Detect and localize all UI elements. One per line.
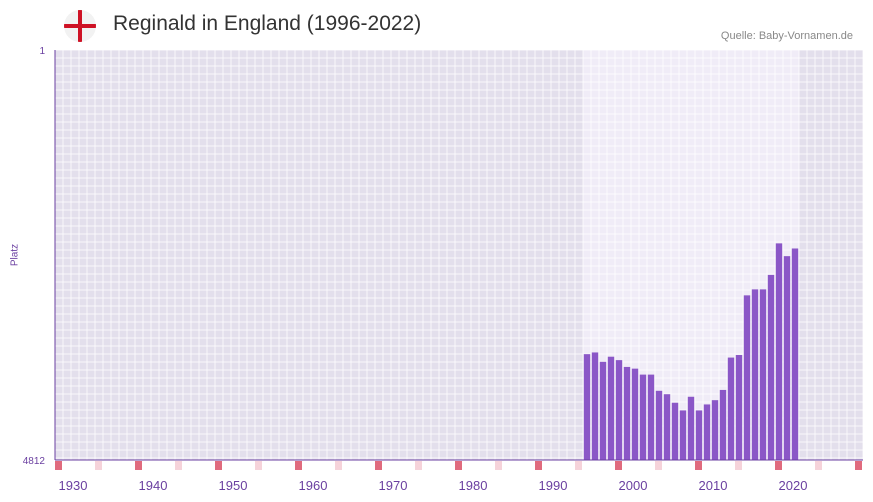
bar-2008 (695, 410, 703, 460)
half-decade-marker (495, 461, 502, 470)
bar-2017 (767, 274, 775, 460)
half-decade-marker (95, 461, 102, 470)
decade-marker (55, 461, 62, 470)
decade-marker (855, 461, 862, 470)
bar-2002 (647, 374, 655, 460)
x-tick-label: 1940 (139, 478, 168, 493)
bar-2016 (759, 289, 767, 460)
bar-1995 (591, 352, 599, 460)
bar-2018 (775, 243, 783, 460)
decade-marker (615, 461, 622, 470)
chart-header: Reginald in England (1996-2022) Quelle: … (0, 0, 873, 50)
x-tick-label: 1980 (459, 478, 488, 493)
bar-1999 (623, 366, 631, 460)
bar-2011 (719, 389, 727, 460)
x-tick-label: 2000 (619, 478, 648, 493)
decade-marker (215, 461, 222, 470)
bar-2009 (703, 404, 711, 460)
decade-marker (295, 461, 302, 470)
decade-marker (695, 461, 702, 470)
bar-1997 (607, 356, 615, 460)
y-tick-label: 1 (39, 46, 45, 57)
bar-1996 (599, 361, 607, 460)
bar-2013 (735, 355, 743, 460)
bar-2000 (631, 368, 639, 460)
bar-2020 (791, 248, 799, 460)
bar-2004 (663, 394, 671, 460)
source-label: Quelle: Baby-Vornamen.de (720, 30, 853, 42)
x-tick-label: 2010 (699, 478, 728, 493)
half-decade-marker (255, 461, 262, 470)
bar-2005 (671, 402, 679, 460)
x-tick-label: 1930 (59, 478, 88, 493)
bar-2006 (679, 410, 687, 460)
bar-1998 (615, 360, 623, 460)
x-tick-label: 1960 (299, 478, 328, 493)
england-flag-icon (64, 10, 96, 42)
bar-2007 (687, 396, 695, 460)
decade-marker (375, 461, 382, 470)
half-decade-marker (735, 461, 742, 470)
half-decade-marker (335, 461, 342, 470)
decade-marker (535, 461, 542, 470)
bar-2003 (655, 390, 663, 460)
bar-2015 (751, 289, 759, 460)
decade-marker (135, 461, 142, 470)
decade-marker (455, 461, 462, 470)
chart-title: Reginald in England (1996-2022) (113, 12, 422, 35)
x-tick-label: 1970 (379, 478, 408, 493)
bar-2010 (711, 400, 719, 460)
half-decade-marker (175, 461, 182, 470)
bar-1994 (583, 354, 591, 460)
x-tick-label: 1990 (539, 478, 568, 493)
decade-marker (775, 461, 782, 470)
x-tick-label: 1950 (219, 478, 248, 493)
half-decade-marker (815, 461, 822, 470)
half-decade-marker (655, 461, 662, 470)
half-decade-marker (575, 461, 582, 470)
x-tick-label: 2020 (779, 478, 808, 493)
bar-2019 (783, 256, 791, 460)
bar-2014 (743, 295, 751, 460)
bar-2001 (639, 374, 647, 460)
bar-2012 (727, 357, 735, 460)
y-tick-label: 4812 (23, 456, 46, 467)
half-decade-marker (415, 461, 422, 470)
